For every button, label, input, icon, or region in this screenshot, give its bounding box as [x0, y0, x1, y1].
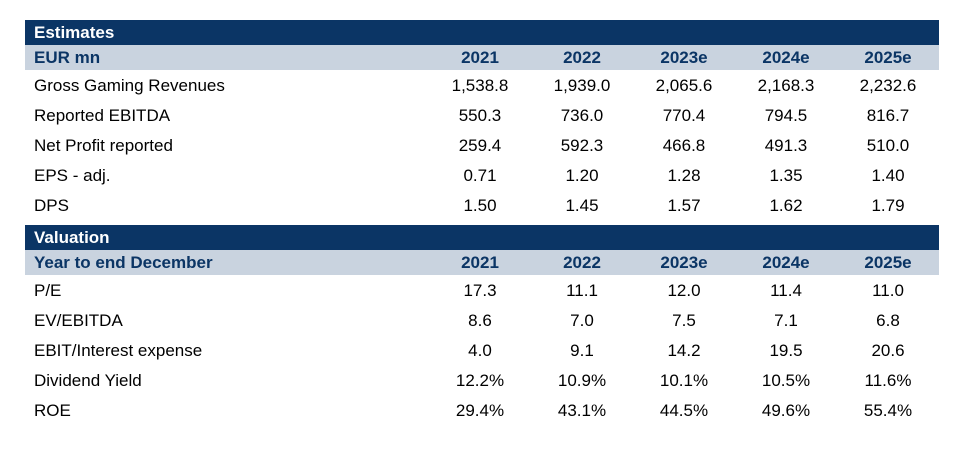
- cell-value: 11.0: [872, 281, 904, 300]
- cell-value: 1.35: [769, 166, 803, 185]
- cell-value: 44.5%: [659, 401, 709, 420]
- cell-value: 1,538.8: [451, 76, 509, 95]
- valuation-year-header: 2021: [461, 253, 499, 272]
- cell-value: 17.3: [463, 281, 497, 300]
- cell-value: 794.5: [764, 106, 808, 125]
- table-row: EPS - adj. 0.71 1.20 1.28 1.35 1.40: [25, 161, 939, 191]
- cell-value: 11.4: [770, 281, 802, 300]
- row-label: DPS: [34, 196, 69, 215]
- table-row: Reported EBITDA 550.3 736.0 770.4 794.5 …: [25, 101, 939, 131]
- cell-value: 1,939.0: [553, 76, 611, 95]
- cell-value: 550.3: [458, 106, 502, 125]
- cell-value: 816.7: [866, 106, 910, 125]
- cell-value: 7.1: [774, 311, 798, 330]
- valuation-title: Valuation: [25, 225, 939, 250]
- cell-value: 10.5%: [761, 371, 811, 390]
- valuation-header-row: Year to end December 2021 2022 2023e 202…: [25, 250, 939, 275]
- estimates-title: Estimates: [25, 20, 939, 45]
- cell-value: 2,065.6: [655, 76, 713, 95]
- cell-value: 10.9%: [557, 371, 607, 390]
- cell-value: 0.71: [463, 166, 497, 185]
- cell-value: 11.1: [566, 281, 598, 300]
- row-label: ROE: [34, 401, 71, 420]
- cell-value: 491.3: [764, 136, 808, 155]
- row-label: EBIT/Interest expense: [34, 341, 203, 360]
- estimates-year-header: 2021: [461, 48, 499, 67]
- cell-value: 466.8: [662, 136, 706, 155]
- cell-value: 19.5: [769, 341, 803, 360]
- row-label: Reported EBITDA: [34, 106, 171, 125]
- cell-value: 14.2: [667, 341, 701, 360]
- estimates-table: Estimates EUR mn 2021 2022 2023e 2024e 2…: [25, 20, 939, 221]
- valuation-table: Valuation Year to end December 2021 2022…: [25, 225, 939, 426]
- cell-value: 510.0: [866, 136, 910, 155]
- cell-value: 9.1: [570, 341, 594, 360]
- row-label: P/E: [34, 281, 62, 300]
- estimates-year-header: 2023e: [660, 48, 708, 67]
- cell-value: 1.79: [871, 196, 905, 215]
- cell-value: 1.57: [667, 196, 701, 215]
- cell-value: 12.0: [667, 281, 701, 300]
- cell-value: 6.8: [876, 311, 900, 330]
- cell-value: 1.45: [565, 196, 599, 215]
- valuation-year-header: 2022: [563, 253, 601, 272]
- cell-value: 736.0: [560, 106, 604, 125]
- row-label: EV/EBITDA: [34, 311, 123, 330]
- cell-value: 10.1%: [659, 371, 709, 390]
- cell-value: 592.3: [560, 136, 604, 155]
- cell-value: 1.20: [565, 166, 599, 185]
- cell-value: 1.62: [769, 196, 803, 215]
- table-row: EBIT/Interest expense 4.0 9.1 14.2 19.5 …: [25, 336, 939, 366]
- table-row: Gross Gaming Revenues 1,538.8 1,939.0 2,…: [25, 71, 939, 101]
- estimates-rows: Gross Gaming Revenues 1,538.8 1,939.0 2,…: [25, 70, 939, 221]
- row-label: EPS - adj.: [34, 166, 111, 185]
- estimates-year-header: 2025e: [864, 48, 912, 67]
- cell-value: 1.50: [463, 196, 497, 215]
- cell-value: 12.2%: [455, 371, 505, 390]
- estimates-year-header: 2022: [563, 48, 601, 67]
- row-label: Gross Gaming Revenues: [34, 76, 225, 95]
- table-row: EV/EBITDA 8.6 7.0 7.5 7.1 6.8: [25, 306, 939, 336]
- cell-value: 1.28: [667, 166, 701, 185]
- cell-value: 770.4: [662, 106, 706, 125]
- valuation-year-header: 2025e: [864, 253, 912, 272]
- cell-value: 7.0: [570, 311, 594, 330]
- row-label: Net Profit reported: [34, 136, 173, 155]
- cell-value: 20.6: [871, 341, 905, 360]
- cell-value: 4.0: [468, 341, 492, 360]
- valuation-header-label: Year to end December: [34, 253, 213, 272]
- financial-tables: Estimates EUR mn 2021 2022 2023e 2024e 2…: [25, 20, 939, 426]
- row-label: Dividend Yield: [34, 371, 142, 390]
- cell-value: 2,232.6: [859, 76, 917, 95]
- estimates-year-header: 2024e: [762, 48, 810, 67]
- estimates-header-label: EUR mn: [34, 48, 101, 67]
- cell-value: 7.5: [672, 311, 696, 330]
- cell-value: 29.4%: [455, 401, 505, 420]
- table-row: DPS 1.50 1.45 1.57 1.62 1.79: [25, 191, 939, 221]
- valuation-rows: P/E 17.3 11.1 12.0 11.4 11.0 EV/EBITDA 8…: [25, 275, 939, 426]
- table-row: Net Profit reported 259.4 592.3 466.8 49…: [25, 131, 939, 161]
- table-row: Dividend Yield 12.2% 10.9% 10.1% 10.5% 1…: [25, 366, 939, 396]
- cell-value: 43.1%: [557, 401, 607, 420]
- cell-value: 11.6%: [864, 371, 912, 390]
- cell-value: 49.6%: [761, 401, 811, 420]
- cell-value: 2,168.3: [757, 76, 815, 95]
- cell-value: 55.4%: [863, 401, 913, 420]
- estimates-header-row: EUR mn 2021 2022 2023e 2024e 2025e: [25, 45, 939, 70]
- table-row: P/E 17.3 11.1 12.0 11.4 11.0: [25, 276, 939, 306]
- table-row: ROE 29.4% 43.1% 44.5% 49.6% 55.4%: [25, 396, 939, 426]
- cell-value: 8.6: [468, 311, 492, 330]
- cell-value: 1.40: [871, 166, 905, 185]
- valuation-year-header: 2023e: [660, 253, 708, 272]
- valuation-year-header: 2024e: [762, 253, 810, 272]
- cell-value: 259.4: [458, 136, 502, 155]
